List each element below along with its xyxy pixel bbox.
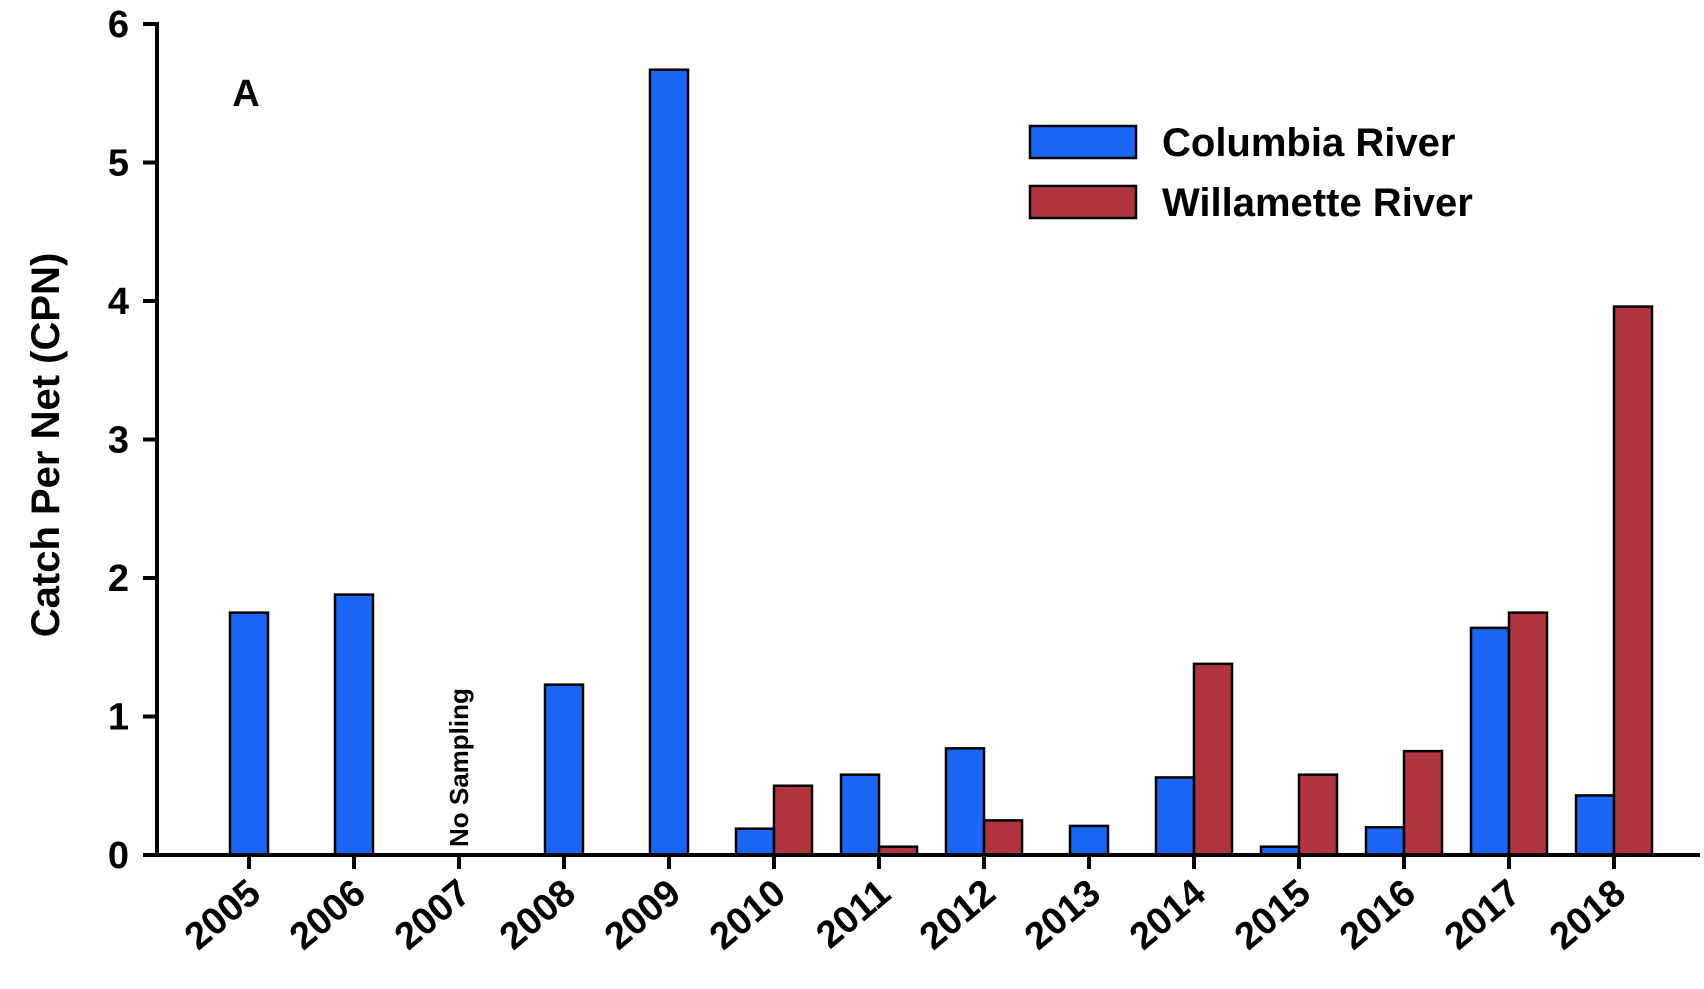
x-tick-label-2006: 2006 (282, 872, 374, 959)
x-tick-label-2010: 2010 (702, 872, 794, 959)
legend-label-willamette: Willamette River (1162, 181, 1473, 225)
bar-columbia-river-2016 (1364, 826, 1406, 857)
bar-willamette-river-2015 (1297, 773, 1339, 857)
bar-columbia-river-2006 (333, 593, 375, 857)
bar-columbia-river-2014 (1154, 776, 1196, 857)
legend: Columbia River Willamette River (1028, 121, 1473, 225)
y-tick-label-1: 1 (108, 697, 129, 739)
bar-columbia-river-2010 (734, 827, 776, 857)
x-tick-label-2009: 2009 (597, 872, 689, 959)
x-tick-label-2016: 2016 (1332, 872, 1424, 959)
y-tick-label-4: 4 (108, 281, 129, 323)
y-tick-label-3: 3 (108, 420, 129, 462)
bar-willamette-river-2012 (982, 819, 1024, 857)
x-tick-label-2013: 2013 (1017, 872, 1109, 959)
annotation-no-sampling: No Sampling (444, 688, 474, 847)
bar-willamette-river-2017 (1507, 611, 1549, 857)
bar-willamette-river-2018 (1612, 305, 1654, 857)
bars-layer (228, 68, 1654, 857)
x-tick-label-2014: 2014 (1122, 872, 1214, 959)
bar-columbia-river-2018 (1574, 794, 1616, 857)
x-tick-label-2011: 2011 (809, 872, 899, 957)
x-tick-label-2012: 2012 (912, 872, 1004, 959)
y-tick-label-6: 6 (108, 4, 129, 46)
bar-willamette-river-2016 (1402, 749, 1444, 857)
labels-layer: Catch Per Net (CPN) A (24, 73, 260, 637)
x-tick-label-2007: 2007 (387, 872, 479, 959)
x-tick-label-2015: 2015 (1227, 872, 1319, 959)
bar-willamette-river-2014 (1192, 662, 1234, 857)
bar-columbia-river-2005 (228, 611, 270, 857)
y-tick-label-2: 2 (108, 558, 129, 600)
bar-columbia-river-2013 (1068, 824, 1110, 857)
legend-label-columbia: Columbia River (1162, 121, 1455, 165)
x-tick-label-2018: 2018 (1542, 872, 1634, 959)
bar-columbia-river-2008 (543, 683, 585, 857)
y-tick-label-5: 5 (108, 143, 129, 185)
y-axis-label: Catch Per Net (CPN) (24, 253, 68, 638)
x-tick-label-2005: 2005 (177, 872, 269, 959)
bar-willamette-river-2010 (772, 784, 814, 857)
legend-swatch-columbia (1028, 124, 1138, 160)
y-tick-label-0: 0 (108, 835, 129, 877)
legend-swatch-willamette (1028, 184, 1138, 220)
bar-columbia-river-2009 (648, 68, 690, 857)
bar-columbia-river-2017 (1469, 626, 1511, 857)
bar-columbia-river-2012 (944, 747, 986, 857)
x-tick-label-2008: 2008 (492, 872, 584, 959)
x-tick-label-2017: 2017 (1437, 872, 1529, 959)
panel-label: A (232, 73, 259, 115)
bar-columbia-river-2011 (839, 773, 881, 857)
